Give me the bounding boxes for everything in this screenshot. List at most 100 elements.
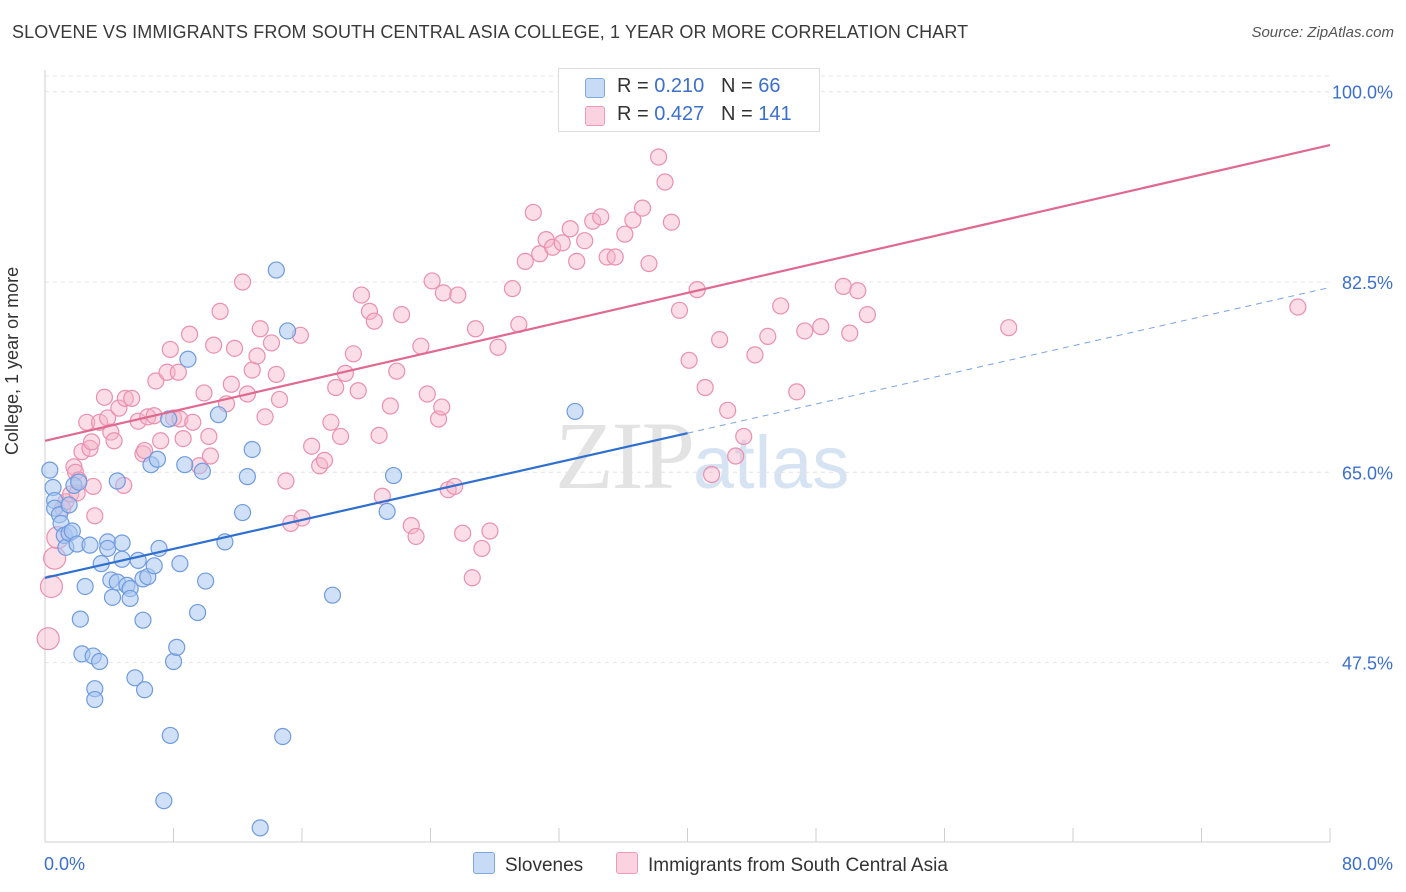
immigrants-point	[392, 306, 411, 324]
slovenes-point	[197, 572, 215, 590]
immigrants-point	[233, 273, 252, 291]
immigrants-point	[169, 363, 187, 381]
immigrants-point	[365, 312, 383, 330]
immigrants-point	[584, 212, 602, 230]
legend-r-label: R =	[617, 75, 649, 97]
immigrants-point	[616, 225, 634, 243]
immigrants-point	[184, 413, 202, 431]
legend-swatch-slovenes	[585, 78, 605, 98]
bottom-legend-label-immigrants: Immigrants from South Central Asia	[648, 855, 948, 876]
immigrants-point	[256, 408, 274, 426]
slovenes-point	[103, 588, 122, 606]
immigrants-point	[248, 347, 266, 365]
immigrants-point	[123, 389, 141, 407]
immigrants-point	[315, 451, 334, 469]
legend-swatch-immigrants	[585, 106, 605, 126]
legend-n-value: 66	[758, 75, 781, 97]
slovenes-point	[160, 410, 178, 428]
slovenes-point	[148, 450, 167, 468]
immigrants-point	[147, 372, 165, 390]
x-tick-label: 80.0%	[1342, 854, 1393, 874]
immigrants-point	[719, 401, 737, 419]
bottom-legend-label-slovenes: Slovenes	[505, 855, 584, 876]
immigrants-point	[349, 382, 367, 400]
immigrants-point	[201, 447, 220, 465]
slovenes-point	[91, 652, 109, 671]
immigrants-point	[303, 437, 321, 455]
slovenes-point	[81, 536, 99, 554]
immigrants-point	[449, 286, 467, 304]
immigrants-point	[86, 507, 104, 525]
immigrants-point	[161, 340, 179, 359]
immigrants-point	[423, 272, 441, 290]
immigrants-point	[680, 351, 698, 369]
immigrants-point	[433, 398, 451, 416]
immigrants-point	[454, 524, 472, 542]
immigrants-point	[110, 399, 128, 417]
immigrants-point	[116, 389, 134, 407]
immigrants-point	[418, 385, 436, 403]
y-tick-label: 100.0%	[1332, 83, 1393, 103]
correlation-legend: R = 0.210 N = 66 R = 0.427 N = 141	[558, 68, 820, 132]
legend-r-value: 0.427	[654, 103, 705, 125]
immigrants-point	[812, 318, 830, 336]
slovenes-point	[113, 534, 131, 552]
immigrants-point	[796, 322, 814, 340]
slovenes-point	[108, 472, 126, 490]
immigrants-point	[434, 284, 452, 302]
immigrants-point	[205, 336, 223, 354]
immigrants-point	[735, 427, 753, 446]
immigrants-point	[251, 320, 269, 338]
y-tick-label: 47.5%	[1342, 654, 1393, 674]
immigrants-point	[95, 388, 114, 406]
legend-r-value: 0.210	[654, 75, 705, 97]
slovenes-point	[209, 406, 228, 424]
immigrants-point	[606, 248, 624, 266]
immigrants-point	[633, 199, 652, 217]
immigrants-point	[211, 302, 229, 320]
immigrants-point	[267, 365, 285, 384]
immigrants-point	[322, 413, 340, 431]
watermark: ZIPatlas	[555, 400, 849, 511]
slovenes-point	[251, 819, 269, 837]
y-tick-label: 65.0%	[1342, 463, 1393, 483]
immigrants-point	[561, 220, 579, 238]
immigrants-point	[759, 327, 777, 345]
immigrants-point	[788, 383, 806, 401]
slovenes-point	[86, 690, 104, 709]
axes	[44, 70, 1331, 843]
immigrants-point	[277, 472, 295, 490]
slovenes-point	[41, 461, 59, 479]
immigrants-point	[344, 345, 362, 363]
immigrants-point	[36, 627, 60, 651]
immigrants-point	[656, 173, 674, 191]
legend-n-label: N =	[720, 103, 753, 125]
immigrants-point	[772, 297, 790, 315]
immigrants-point	[1289, 298, 1307, 316]
slovenes-point	[168, 638, 186, 656]
immigrants-point	[84, 477, 102, 496]
immigrants-point	[649, 148, 668, 166]
immigrants-point	[662, 213, 681, 231]
slovenes-point	[76, 577, 94, 596]
slovenes-point	[71, 610, 89, 628]
trend-lines	[44, 143, 1331, 579]
immigrants-point	[402, 516, 420, 535]
immigrants-point	[711, 331, 729, 349]
slovenes-point	[134, 611, 152, 629]
slovenes-point	[155, 792, 173, 810]
immigrants-point	[834, 277, 852, 295]
slovenes-point	[99, 539, 117, 558]
immigrants-point	[727, 447, 745, 465]
immigrants-point	[568, 252, 586, 270]
immigrants-point	[640, 254, 658, 273]
slovenes-point	[267, 261, 285, 279]
slovenes-point	[233, 503, 252, 522]
slovenes-point	[171, 555, 189, 573]
y-tick-label: 82.5%	[1342, 273, 1393, 293]
tick-labels: 47.5% 65.0% 82.5% 100.0% 0.0% 80.0%	[44, 83, 1393, 874]
series-slovenes-points	[41, 261, 584, 837]
immigrants-point	[412, 337, 430, 355]
immigrants-point	[81, 439, 99, 457]
